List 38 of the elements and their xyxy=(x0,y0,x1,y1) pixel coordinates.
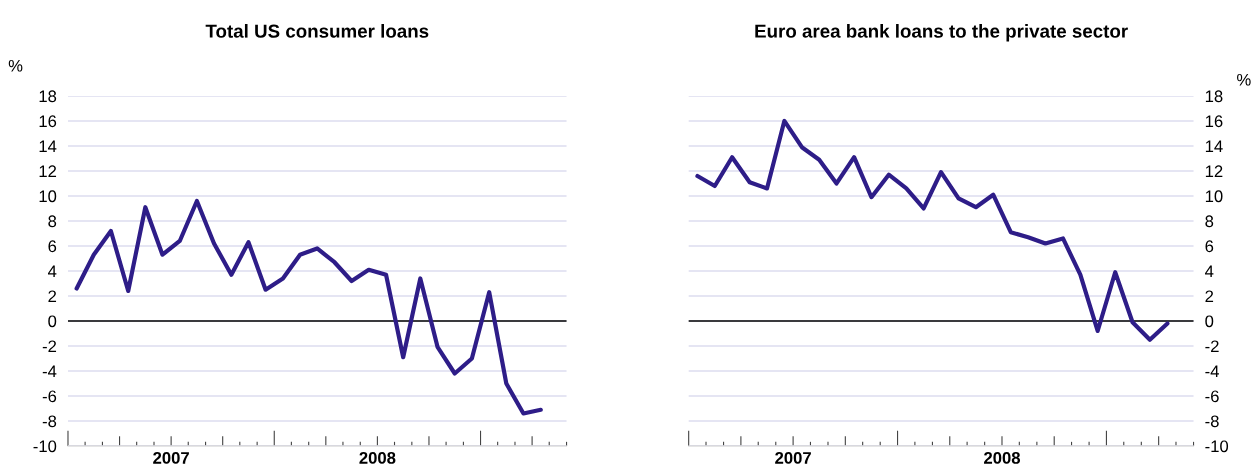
y-tick-label: 8 xyxy=(1205,215,1214,228)
y-tick-label: -2 xyxy=(42,340,57,353)
x-tick-label: 2008 xyxy=(359,452,396,464)
y-axis-title: % xyxy=(1237,73,1251,86)
y-tick-label: 2 xyxy=(1205,290,1214,303)
y-tick-label: 14 xyxy=(39,140,57,152)
y-tick-label: -4 xyxy=(1205,365,1219,378)
y-tick-label: 14 xyxy=(1205,140,1223,152)
y-tick-label: 16 xyxy=(39,115,57,128)
y-tick-label: 10 xyxy=(1205,190,1223,203)
chart-title: Euro area bank loans to the private sector xyxy=(755,24,1128,42)
y-tick-label: 4 xyxy=(1205,265,1214,278)
y-tick-label: 8 xyxy=(48,215,57,228)
x-tick-label: 2007 xyxy=(153,452,189,464)
y-tick-label: 16 xyxy=(1205,115,1223,128)
y-tick-label: -8 xyxy=(42,415,57,428)
y-tick-label: 2 xyxy=(48,290,57,303)
y-tick-label: 0 xyxy=(48,315,57,328)
y-tick-label: 0 xyxy=(1205,315,1214,328)
y-tick-label: -10 xyxy=(33,440,57,453)
y-tick-label: 10 xyxy=(39,190,57,203)
y-axis-title: % xyxy=(8,59,23,72)
y-tick-label: 18 xyxy=(39,90,57,103)
y-tick-label: -8 xyxy=(1205,415,1219,428)
y-tick-label: -2 xyxy=(1205,340,1219,353)
y-tick-label: 12 xyxy=(39,165,57,177)
x-tick-label: 2007 xyxy=(775,452,811,464)
y-tick-label: -6 xyxy=(42,390,57,403)
y-tick-label: 6 xyxy=(1205,240,1214,253)
x-tick-label: 2008 xyxy=(984,452,1021,464)
y-tick-label: -6 xyxy=(1205,390,1219,403)
chart-title: Total US consumer loans xyxy=(205,24,429,38)
y-tick-label: -10 xyxy=(1205,440,1229,453)
y-tick-label: -4 xyxy=(42,365,57,378)
y-tick-label: 18 xyxy=(1205,90,1223,103)
y-tick-label: 4 xyxy=(47,265,57,278)
y-tick-label: 12 xyxy=(1205,165,1223,177)
y-tick-label: 6 xyxy=(48,240,57,253)
